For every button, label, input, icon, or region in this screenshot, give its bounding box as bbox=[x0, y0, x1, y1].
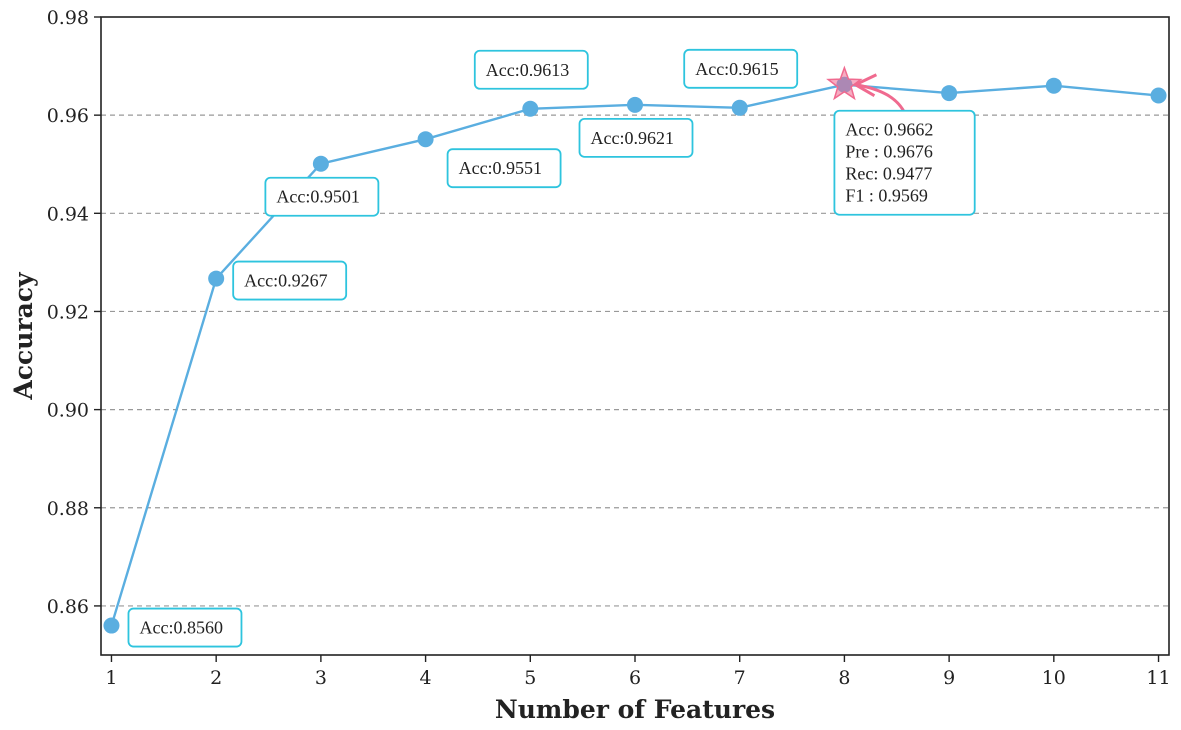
x-axis-title: Number of Features bbox=[495, 695, 775, 724]
annotation-box: Acc:0.9501 bbox=[264, 176, 380, 217]
x-tick-label: 2 bbox=[210, 667, 222, 689]
annotation-text: F1 : 0.9569 bbox=[845, 186, 928, 206]
pointer-arrowhead bbox=[853, 73, 878, 98]
y-tick-label: 0.86 bbox=[47, 596, 89, 618]
y-tick-label: 0.88 bbox=[47, 498, 89, 520]
annotation-box: Acc:0.9621 bbox=[578, 117, 694, 158]
annotation-text: Acc:0.8560 bbox=[139, 618, 222, 638]
annotation-text: Acc:0.9621 bbox=[591, 128, 674, 148]
x-tick-label: 6 bbox=[629, 667, 641, 689]
data-point bbox=[522, 100, 539, 117]
x-tick-label: 8 bbox=[838, 667, 850, 689]
grid-lines bbox=[101, 114, 1169, 607]
annotation-box: Acc:0.9615 bbox=[683, 48, 799, 89]
annotation-frame bbox=[127, 607, 243, 648]
annotation-text: Acc:0.9613 bbox=[486, 60, 569, 80]
y-tick-label: 0.92 bbox=[47, 301, 89, 323]
x-tick-label: 4 bbox=[420, 667, 432, 689]
annotation-frame bbox=[232, 260, 348, 301]
annotation-frame bbox=[473, 49, 589, 90]
data-point bbox=[417, 131, 434, 148]
best-point-star bbox=[826, 65, 863, 101]
annotation-text: Acc:0.9615 bbox=[695, 59, 778, 79]
y-tick-label: 0.90 bbox=[47, 400, 89, 422]
x-axis: 1 2 3 4 5 6 7 8 9 10 11 bbox=[105, 655, 1171, 689]
annotation-text: Acc: 0.9662 bbox=[845, 120, 933, 140]
annotation-frame bbox=[446, 148, 562, 189]
data-point bbox=[208, 270, 225, 287]
annotation-box: Acc:0.9613 bbox=[473, 49, 589, 90]
annotation-text: Pre : 0.9676 bbox=[845, 142, 933, 162]
data-point bbox=[731, 99, 748, 116]
annotation-box: Acc:0.8560 bbox=[127, 607, 243, 648]
x-tick-label: 3 bbox=[315, 667, 327, 689]
x-tick-label: 10 bbox=[1042, 667, 1066, 689]
annotation-text: Acc:0.9551 bbox=[459, 158, 542, 178]
annotation-frame bbox=[264, 176, 380, 217]
annotation-frame bbox=[683, 48, 799, 89]
x-tick-label: 5 bbox=[524, 667, 536, 689]
y-tick-label: 0.98 bbox=[47, 7, 89, 29]
x-tick-label: 7 bbox=[734, 667, 746, 689]
annotation-text: Rec: 0.9477 bbox=[845, 164, 932, 184]
y-tick-label: 0.94 bbox=[47, 203, 89, 225]
y-tick-label: 0.96 bbox=[47, 105, 89, 127]
data-point bbox=[627, 96, 643, 113]
y-axis: 0.86 0.88 0.90 0.92 0.94 0.96 0.98 bbox=[47, 7, 101, 618]
data-point bbox=[1045, 77, 1062, 94]
annotation-box: Acc:0.9551 bbox=[446, 148, 562, 189]
annotation-box: Acc:0.9267 bbox=[232, 260, 348, 301]
annotation-text: Acc:0.9267 bbox=[244, 271, 327, 291]
data-point bbox=[103, 617, 120, 634]
series-line bbox=[110, 83, 1159, 626]
x-tick-label: 9 bbox=[943, 667, 955, 689]
annotation-boxes: Acc:0.8560 Acc:0.9267 Acc:0.9501 Acc:0.9551… bbox=[127, 48, 976, 648]
data-point bbox=[941, 85, 958, 102]
annotation-text: Acc:0.9501 bbox=[276, 187, 359, 207]
data-markers bbox=[103, 76, 1167, 634]
annotation-frame bbox=[578, 117, 694, 158]
data-point bbox=[1150, 87, 1167, 104]
y-axis-title: Accuracy bbox=[9, 271, 38, 401]
data-point bbox=[312, 155, 329, 172]
series-accuracy bbox=[110, 83, 1159, 626]
annotation-frame bbox=[833, 109, 976, 216]
x-tick-label: 1 bbox=[105, 667, 117, 689]
x-tick-label: 11 bbox=[1146, 667, 1170, 689]
